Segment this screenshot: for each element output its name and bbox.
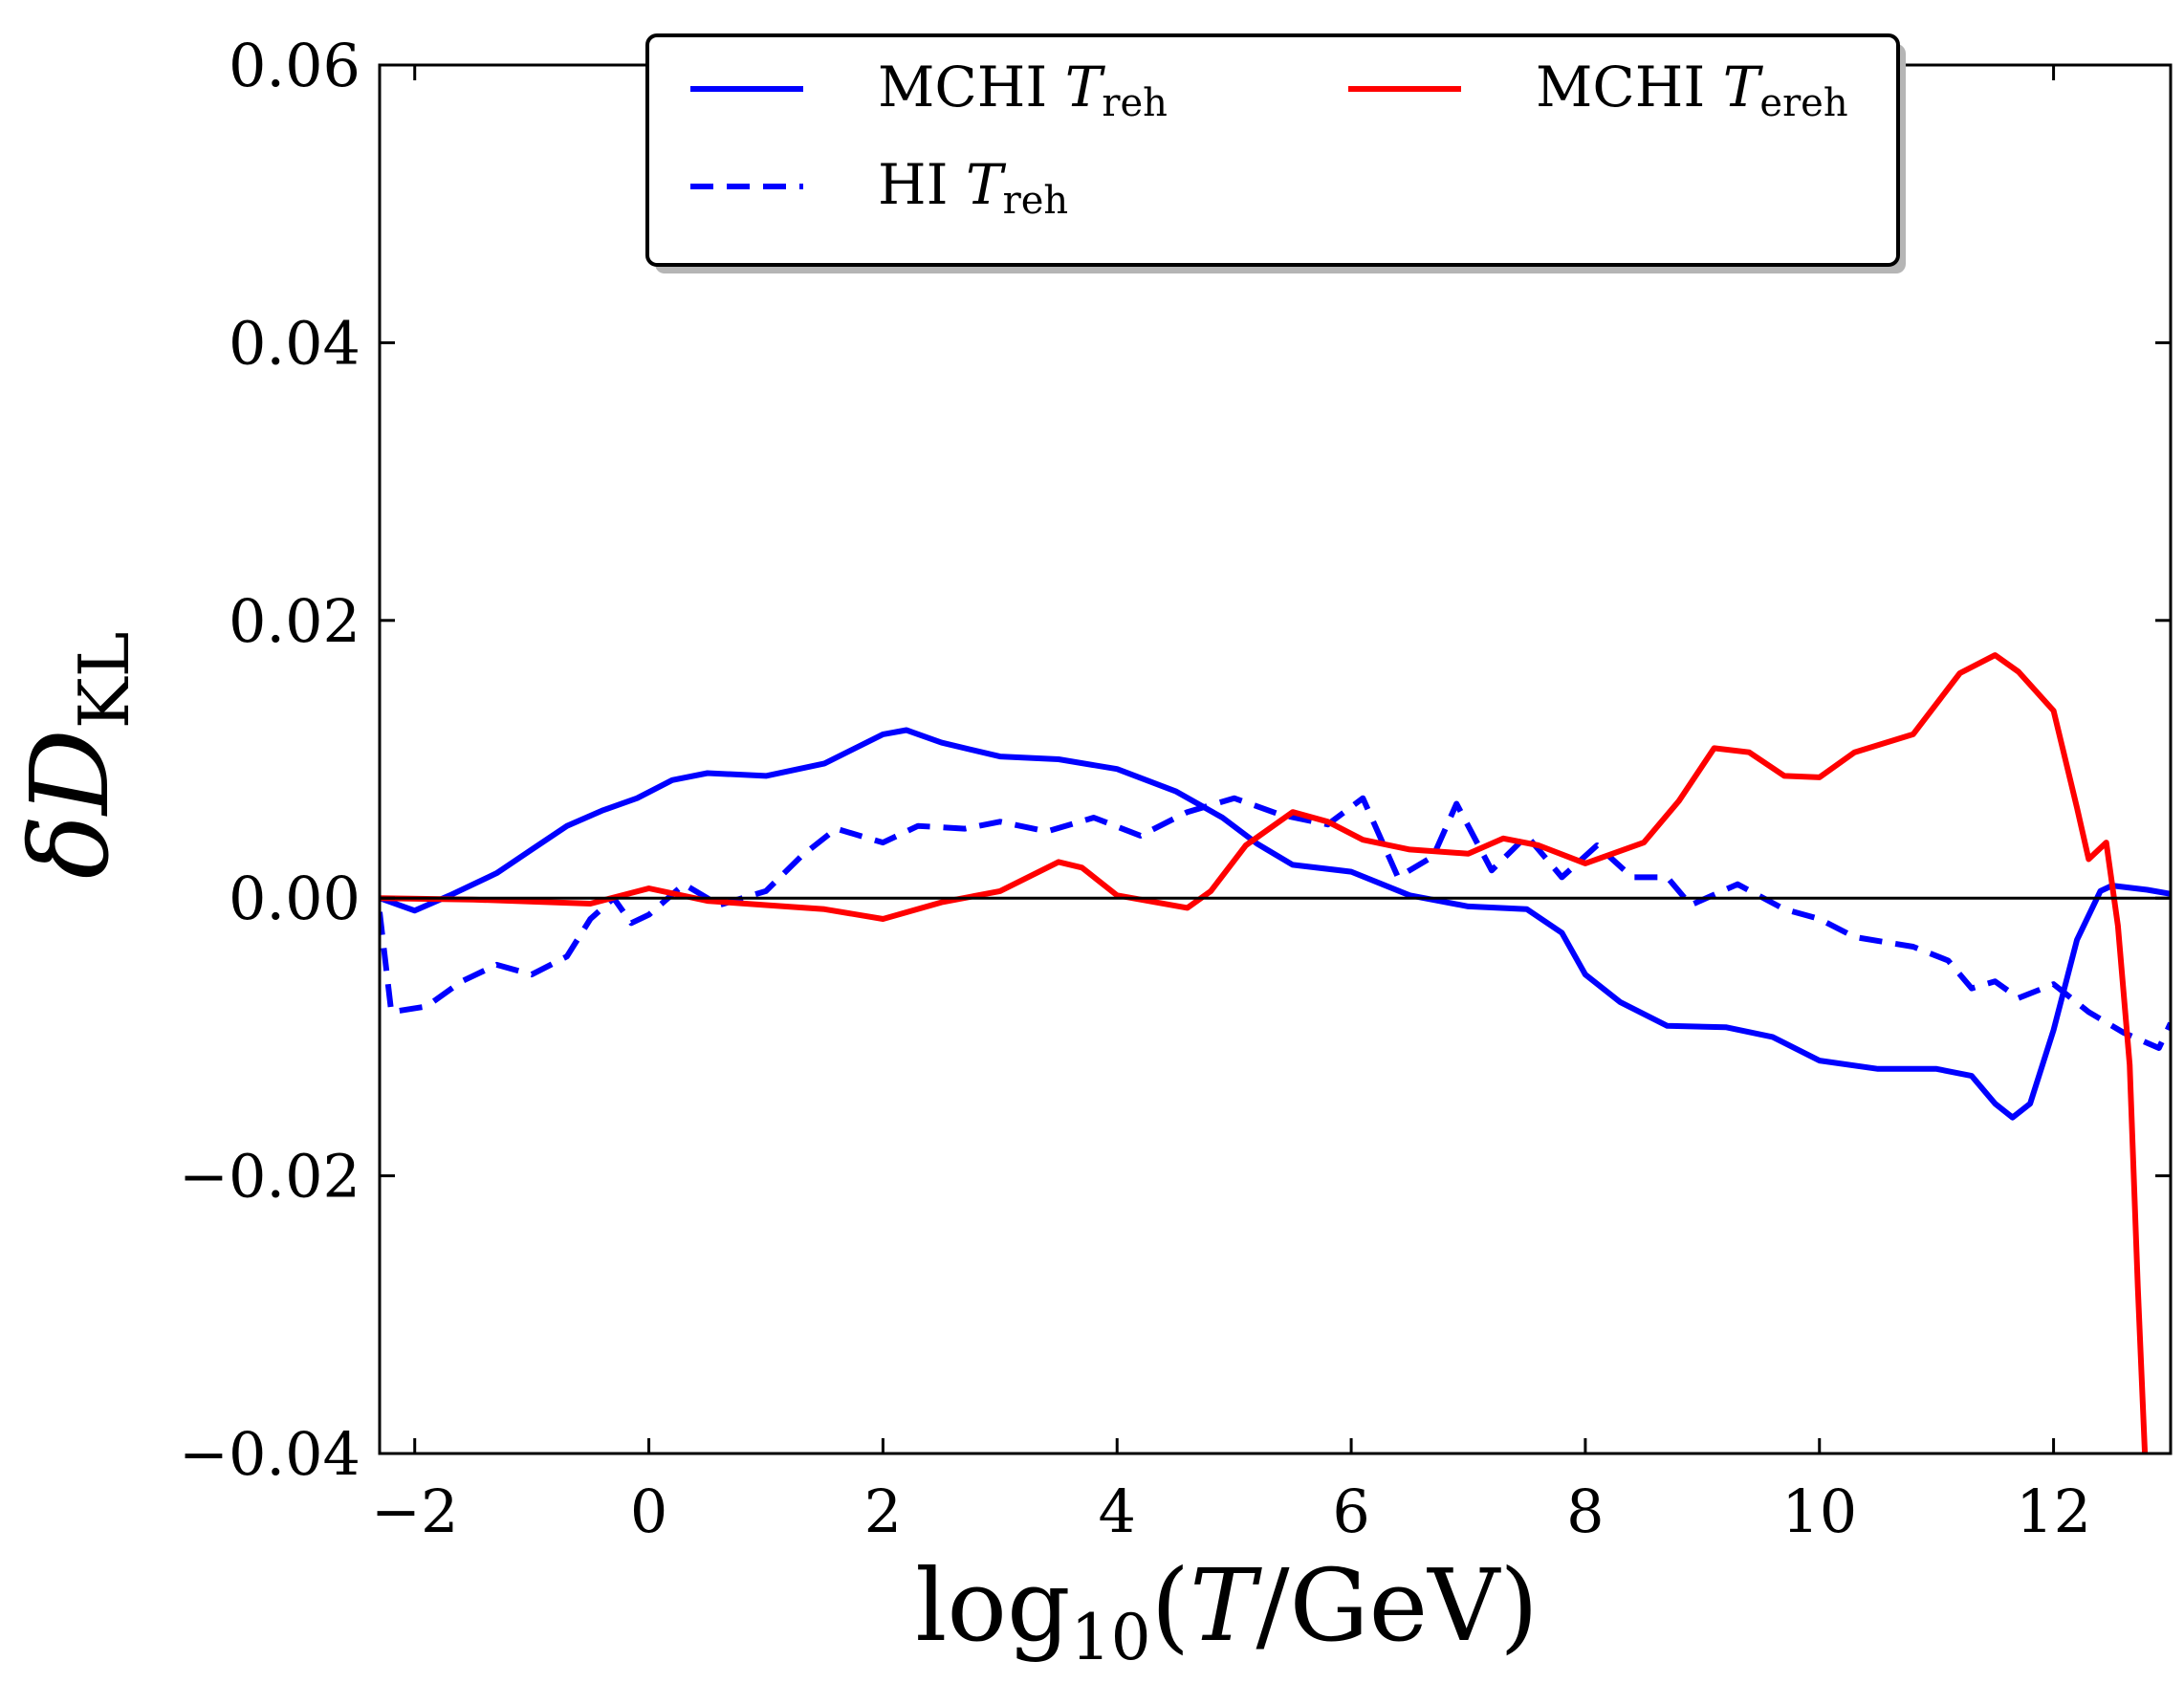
- series-layer: [380, 652, 2171, 1454]
- x-tick-label: 10: [1781, 1476, 1857, 1546]
- x-tick-label: 8: [1566, 1476, 1604, 1546]
- legend: MCHI Treh MCHI Tereh HI Treh: [645, 33, 1906, 273]
- x-tick-label: 4: [1099, 1476, 1136, 1546]
- ticks-layer: −2 0 2 4 6 8 10 12 −0.04 −0.02 0.00 0.02 0.04 0.06: [179, 31, 2171, 1546]
- legend-box: [645, 33, 1900, 267]
- x-tick-label: −2: [371, 1476, 458, 1546]
- y-tick-label: −0.02: [179, 1142, 360, 1212]
- legend-label-mchi-treh-sub: reh: [1102, 81, 1168, 125]
- legend-label-mchi-treh: MCHI Treh: [878, 55, 1168, 125]
- legend-label-hi-treh-var: T: [966, 152, 1007, 217]
- legend-label-hi-treh: HI Treh: [878, 152, 1068, 223]
- y-axis-label-var: D: [9, 729, 133, 817]
- x-tick-label: 6: [1332, 1476, 1369, 1546]
- legend-label-hi-treh-main: HI: [878, 152, 966, 217]
- y-tick-label: 0.02: [229, 586, 360, 656]
- x-tick-label: 2: [864, 1476, 902, 1546]
- y-tick-label: 0.04: [229, 308, 360, 378]
- x-tick-label: 0: [630, 1476, 667, 1546]
- x-axis-label-open: (: [1151, 1547, 1190, 1664]
- y-tick-label: 0.06: [229, 31, 360, 100]
- y-tick-label: 0.00: [229, 863, 360, 933]
- x-axis-label-var: T: [1190, 1547, 1262, 1664]
- y-tick-label: −0.04: [179, 1419, 360, 1489]
- x-axis-label-sub: 10: [1071, 1601, 1151, 1674]
- legend-label-mchi-tereh: MCHI Tereh: [1536, 55, 1848, 125]
- legend-label-mchi-tereh-sub: ereh: [1759, 81, 1847, 125]
- series-line-mchi-tereh: [380, 652, 2149, 1454]
- legend-label-mchi-treh-main: MCHI: [878, 55, 1065, 120]
- legend-label-mchi-treh-var: T: [1065, 55, 1106, 120]
- x-axis-label-rest: /GeV): [1256, 1547, 1539, 1664]
- x-tick-label: 12: [2016, 1476, 2091, 1546]
- y-axis-label-delta: δ: [9, 815, 133, 879]
- x-axis-label: log10(T/GeV): [915, 1547, 1539, 1674]
- series-line-hi-treh: [380, 795, 2171, 1051]
- legend-label-hi-treh-sub: reh: [1003, 179, 1069, 223]
- x-axis-label-log: log: [915, 1547, 1070, 1664]
- legend-label-mchi-tereh-main: MCHI: [1536, 55, 1723, 120]
- y-axis-label: δDKL: [9, 632, 144, 880]
- series-line-mchi-treh: [380, 727, 2171, 1121]
- legend-label-mchi-tereh-var: T: [1723, 55, 1764, 120]
- y-axis-label-sub: KL: [64, 632, 144, 730]
